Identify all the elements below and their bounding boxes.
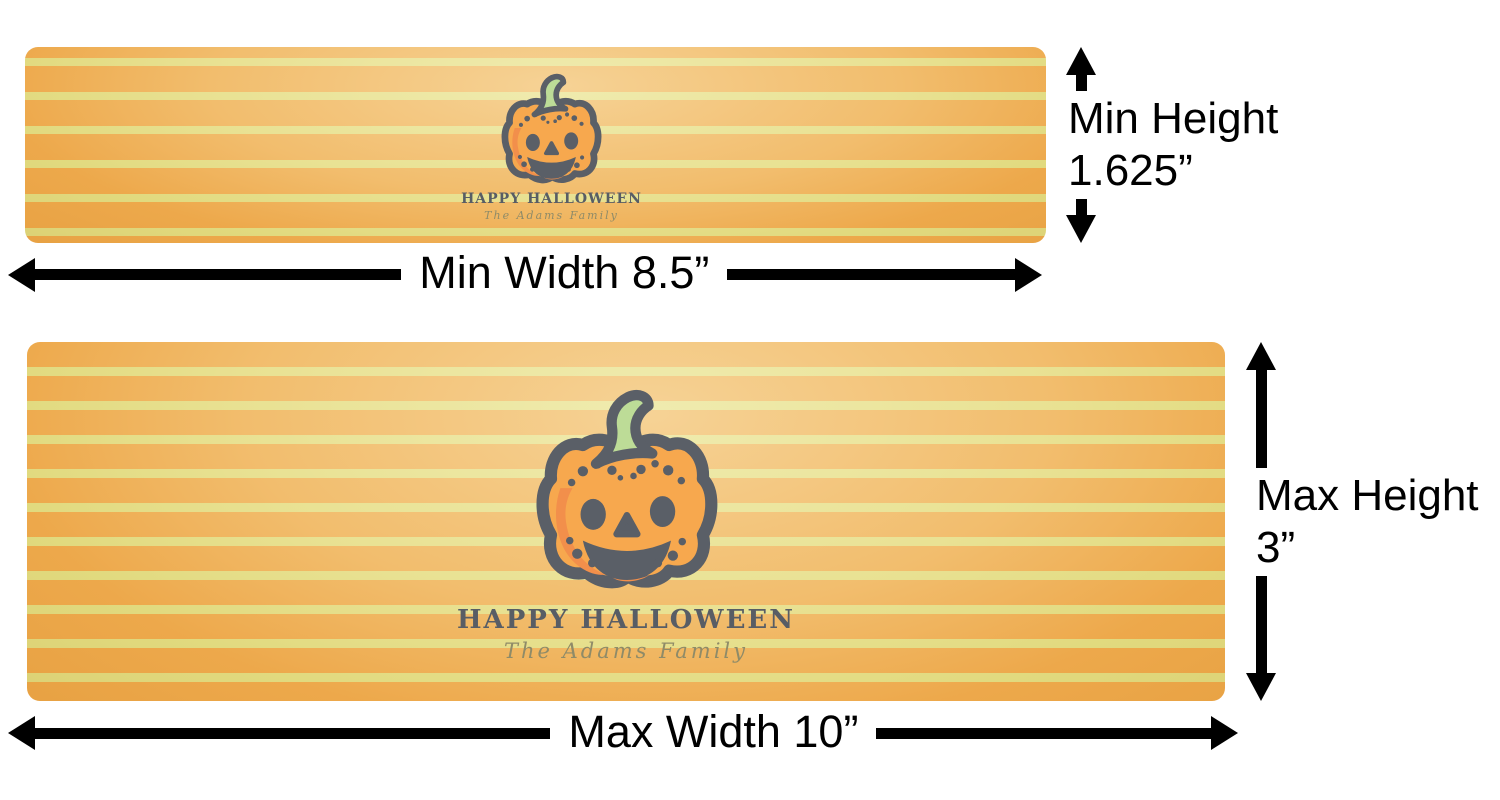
jack-o-lantern-illustration — [493, 69, 609, 189]
max-width-indicator: Max Width 10” — [8, 708, 1238, 758]
min-height-label: Min Height 1.625” — [1068, 94, 1279, 195]
min-width-label: Min Width 8.5” — [419, 247, 710, 298]
min-width-arrow-right-icon — [727, 257, 1042, 292]
label-artwork-min: HAPPY HALLOWEEN The Adams Family — [461, 69, 642, 222]
max-width-arrow-right-icon — [876, 716, 1238, 750]
label-preview-min: HAPPY HALLOWEEN The Adams Family — [25, 47, 1046, 243]
max-height-arrow-down-icon — [1246, 575, 1276, 701]
max-width-arrow-left-icon — [8, 716, 551, 750]
jack-o-lantern-illustration — [521, 381, 731, 599]
label-artwork-max: HAPPY HALLOWEEN The Adams Family — [457, 381, 795, 663]
min-width-arrow-left-icon — [8, 257, 402, 292]
max-width-label: Max Width 10” — [568, 705, 859, 757]
min-height-arrow-up-icon — [1066, 47, 1096, 91]
happy-halloween-title: HAPPY HALLOWEEN — [461, 190, 642, 207]
label-preview-max: HAPPY HALLOWEEN The Adams Family — [27, 342, 1225, 701]
max-height-indicator: Max Height 3” — [1246, 342, 1496, 701]
family-name-subtitle: The Adams Family — [503, 638, 748, 663]
happy-halloween-title: HAPPY HALLOWEEN — [456, 604, 795, 635]
max-height-arrow-up-icon — [1246, 342, 1276, 468]
family-name-subtitle: The Adams Family — [484, 208, 619, 222]
min-height-arrow-down-icon — [1066, 199, 1096, 243]
min-height-indicator: Min Height 1.625” — [1064, 47, 1304, 243]
max-height-label: Max Height 3” — [1256, 470, 1479, 572]
min-width-indicator: Min Width 8.5” — [8, 247, 1042, 298]
